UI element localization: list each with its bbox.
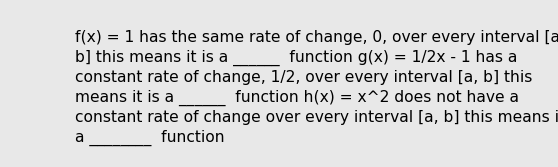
Text: constant rate of change, 1/2, over every interval [a, b] this: constant rate of change, 1/2, over every… [75,70,533,85]
Text: means it is a ______  function h(x) = x^2 does not have a: means it is a ______ function h(x) = x^2… [75,90,519,106]
Text: b] this means it is a ______  function g(x) = 1/2x - 1 has a: b] this means it is a ______ function g(… [75,50,518,66]
Text: a ________  function: a ________ function [75,130,225,146]
Text: constant rate of change over every interval [a, b] this means it is: constant rate of change over every inter… [75,110,558,125]
Text: f(x) = 1 has the same rate of change, 0, over every interval [a,: f(x) = 1 has the same rate of change, 0,… [75,30,558,45]
